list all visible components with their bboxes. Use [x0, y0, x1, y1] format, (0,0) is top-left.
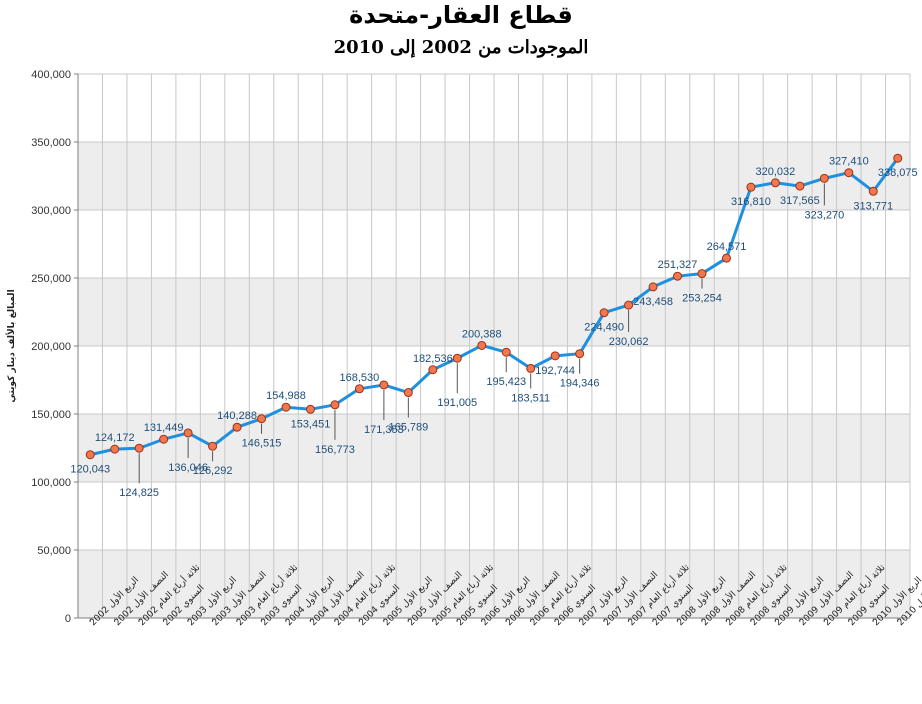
data-point-marker	[770, 178, 780, 188]
data-label: 140,288	[217, 410, 257, 422]
y-tick-label: 50,000	[37, 545, 71, 557]
data-point-marker	[281, 402, 291, 412]
data-point-marker	[159, 434, 169, 444]
data-labels: 120,043 124,172 124,825 131,449 136,046126,2…	[70, 156, 917, 500]
data-label: 124,825	[119, 487, 159, 499]
data-point-marker	[868, 186, 878, 196]
data-label: 131,449	[144, 422, 184, 434]
data-point-marker	[501, 347, 511, 357]
data-point-marker	[893, 153, 903, 163]
label-leader-lines	[138, 183, 825, 484]
data-point-marker	[232, 422, 242, 432]
data-point-marker	[85, 450, 95, 460]
chart-title: قطاع العقار-متحدة	[349, 1, 573, 29]
y-tick-label: 100,000	[31, 477, 71, 489]
data-label: 156,773	[315, 444, 355, 456]
data-point-marker	[624, 300, 634, 310]
data-point-marker	[134, 443, 144, 453]
data-point-marker	[673, 271, 683, 281]
series-polyline	[89, 157, 899, 457]
data-label: 146,515	[242, 438, 282, 450]
data-label: 313,771	[853, 200, 893, 212]
data-label: 153,451	[291, 418, 331, 430]
data-point-marker	[721, 253, 731, 263]
data-label: 182,536	[413, 353, 453, 365]
y-tick-label: 0	[65, 613, 71, 625]
y-tick-label: 300,000	[31, 205, 71, 217]
data-point-marker	[795, 181, 805, 191]
data-label: 224,490	[584, 322, 624, 334]
y-tick-label: 200,000	[31, 341, 71, 353]
data-point-marker	[330, 400, 340, 410]
data-label: 136,046	[168, 462, 208, 474]
data-label: 251,327	[658, 259, 698, 271]
data-point-marker	[183, 428, 193, 438]
data-point-marker	[844, 168, 854, 178]
data-label: 194,346	[560, 378, 600, 390]
series-line	[89, 157, 899, 457]
data-label: 320,032	[756, 166, 796, 178]
data-label: 253,254	[682, 293, 722, 305]
data-point-marker	[819, 173, 829, 183]
data-point-marker	[477, 340, 487, 350]
data-label: 317,565	[780, 195, 820, 207]
chart-subtitle: الموجودات من 2002 إلى 2010	[333, 37, 589, 58]
data-label: 338,075	[878, 167, 918, 179]
grid-lines	[77, 73, 911, 619]
data-label: 200,388	[462, 328, 502, 340]
data-point-marker	[746, 182, 756, 192]
data-point-marker	[452, 353, 462, 363]
data-label: 264,571	[707, 241, 747, 253]
data-label: 323,270	[804, 209, 844, 221]
data-point-marker	[526, 363, 536, 373]
y-axis-label: المبالغ بالألف دينار كويتي	[5, 289, 17, 402]
data-label: 191,005	[437, 397, 477, 409]
data-point-marker	[110, 444, 120, 454]
data-label: 195,423	[486, 376, 526, 388]
data-label: 154,988	[266, 390, 306, 402]
data-point-marker	[257, 414, 267, 424]
data-label: 243,458	[633, 296, 673, 308]
data-label: 316,810	[731, 196, 771, 208]
data-label: 126,292	[193, 465, 233, 477]
chart-axes	[74, 73, 910, 622]
data-label: 183,511	[511, 392, 550, 404]
data-label: 230,062	[609, 336, 649, 348]
data-label: 192,744	[535, 365, 575, 377]
data-point-marker	[428, 365, 438, 375]
data-label: 327,410	[829, 156, 869, 168]
data-markers	[85, 153, 903, 460]
data-point-marker	[648, 282, 658, 292]
data-point-marker	[697, 269, 707, 279]
y-tick-label: 250,000	[31, 273, 71, 285]
y-tick-label: 400,000	[31, 69, 71, 81]
data-point-marker	[550, 351, 560, 361]
y-tick-label: 150,000	[31, 409, 71, 421]
data-point-marker	[354, 384, 364, 394]
data-label: 124,172	[95, 432, 135, 444]
data-label: 165,789	[388, 422, 428, 434]
data-point-marker	[305, 404, 315, 414]
data-point-marker	[403, 388, 413, 398]
y-tick-labels: 0 50,000 100,000 150,000 200,000 250,000 300,0…	[31, 69, 71, 625]
data-label: 168,530	[340, 372, 380, 384]
data-label: 120,043	[70, 464, 110, 476]
data-point-marker	[379, 380, 389, 390]
data-point-marker	[208, 441, 218, 451]
data-point-marker	[575, 349, 585, 359]
data-point-marker	[599, 308, 609, 318]
y-tick-label: 350,000	[31, 137, 71, 149]
data-label: 171,353	[364, 424, 404, 436]
